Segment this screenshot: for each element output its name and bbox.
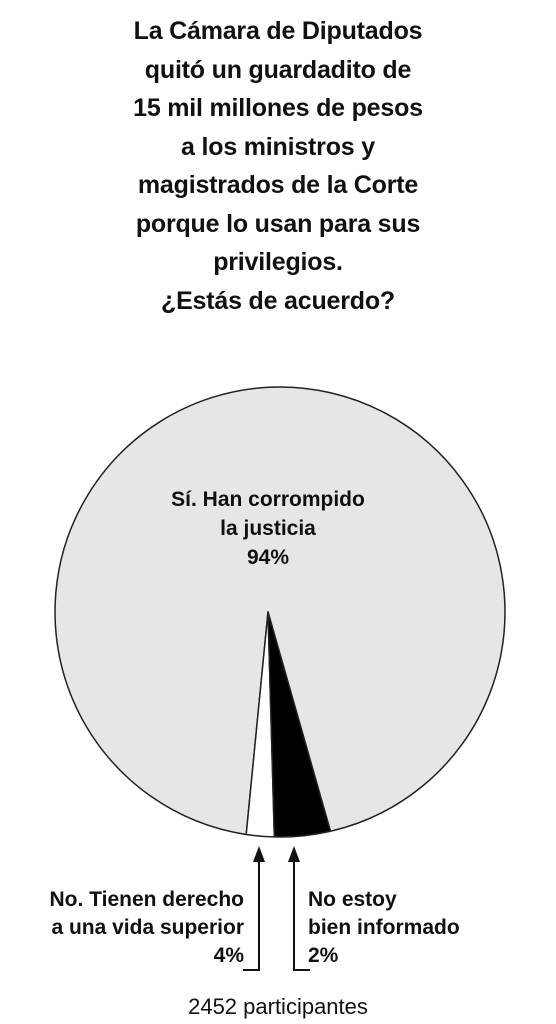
arrowhead-ni-icon xyxy=(288,846,300,862)
slice-label-no-line-1: No. Tienen derecho xyxy=(50,888,245,911)
leader-arrows xyxy=(243,846,310,971)
arrowhead-no-icon xyxy=(253,846,265,862)
leader-arrow-no xyxy=(243,858,260,971)
pie-slices xyxy=(54,386,506,838)
question-line: ¿Estás de acuerdo? xyxy=(161,286,395,315)
participants-count: 2452 participantes xyxy=(188,994,368,1019)
slice-label-no-informado: No estoy bien informado 2% xyxy=(308,888,460,967)
question-line: La Cámara de Diputados xyxy=(133,17,423,45)
slice-label-ni-line-2: bien informado xyxy=(308,916,460,939)
slice-label-si: Sí. Han corrompido la justicia 94% xyxy=(171,488,365,569)
slice-label-no: No. Tienen derecho a una vida superior 4… xyxy=(50,888,245,967)
slice-label-si-line-1: Sí. Han corrompido xyxy=(171,488,365,511)
question-line: porque lo usan para sus xyxy=(135,209,421,238)
pie-chart: Sí. Han corrompido la justicia 94% No. T… xyxy=(50,386,506,971)
question-line: privilegios. xyxy=(213,248,343,276)
pie-slice-si xyxy=(54,386,506,836)
slice-percent-no: 4% xyxy=(214,944,245,967)
slice-label-si-line-2: la justicia xyxy=(220,517,316,540)
question-line: quitó un guardadito de xyxy=(144,55,412,84)
question-line: magistrados de la Corte xyxy=(137,171,419,199)
slice-label-ni-line-1: No estoy xyxy=(308,888,397,911)
question-line: 15 mil millones de pesos xyxy=(133,94,423,122)
poll-question: La Cámara de Diputados quitó un guardadi… xyxy=(20,12,536,320)
slice-label-no-line-2: a una vida superior xyxy=(51,916,244,939)
slice-percent-ni: 2% xyxy=(308,944,339,967)
leader-arrow-ni xyxy=(293,858,310,971)
slice-percent-si: 94% xyxy=(247,546,289,569)
question-line: a los ministros y xyxy=(181,132,375,161)
pie-slice-no xyxy=(267,611,332,838)
